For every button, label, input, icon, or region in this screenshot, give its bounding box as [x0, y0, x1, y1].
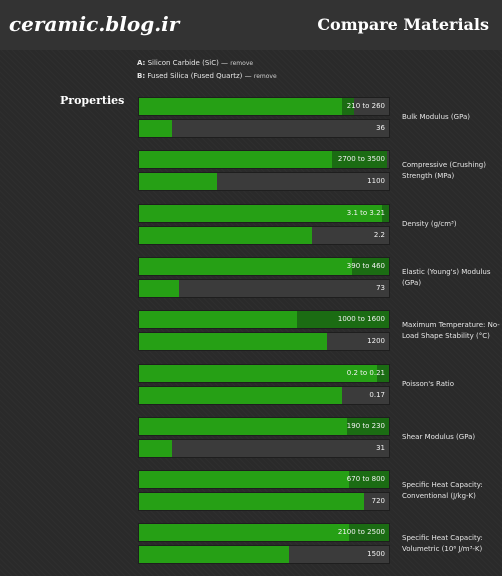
property-label-bulk-modulus-gpa[interactable]: Bulk Modulus (GPa) — [402, 113, 471, 121]
material-a-separator: — — [218, 59, 231, 67]
bar-a-compressive-crushing-strength-mpa: 2700 to 3500 — [138, 150, 390, 169]
property-label-density-g-cm[interactable]: Density (g/cm³) — [402, 220, 457, 228]
material-a-remove-link[interactable]: remove — [230, 60, 254, 67]
bar-a-compressive-crushing-strength-mpa-value-fill — [139, 151, 332, 168]
bar-b-specific-heat-capacity-volumetric-10-j-m-k-value-fill — [139, 546, 289, 563]
header-bar: ceramic.blog.ir Compare Materials — [0, 0, 502, 50]
bar-b-density-g-cm-value-fill — [139, 227, 312, 244]
bar-b-specific-heat-capacity-conventional-j-kg-k-value: 720 — [371, 497, 385, 505]
bar-b-bulk-modulus-gpa-value-fill — [139, 120, 172, 137]
bar-a-maximum-temperature-no-load-shape-stability-c-value-fill — [139, 311, 297, 328]
bar-b-maximum-temperature-no-load-shape-stability-c-value: 1200 — [367, 337, 385, 345]
property-label-compressive-crushing-strength-mpa[interactable]: Compressive (Crushing) Strength (MPa) — [402, 161, 486, 180]
bar-b-poisson-s-ratio: 0.17 — [138, 386, 390, 405]
bar-a-bulk-modulus-gpa-value-fill — [139, 98, 342, 115]
bar-a-poisson-s-ratio: 0.2 to 0.21 — [138, 364, 390, 383]
bar-b-compressive-crushing-strength-mpa: 1100 — [138, 172, 390, 191]
material-a-name: Silicon Carbide (SiC) — [147, 59, 219, 67]
site-logo[interactable]: ceramic.blog.ir — [9, 12, 180, 36]
bar-a-maximum-temperature-no-load-shape-stability-c-value: 1000 to 1600 — [337, 315, 385, 323]
property-label-poisson-s-ratio[interactable]: Poisson's Ratio — [402, 380, 454, 388]
bar-b-compressive-crushing-strength-mpa-value: 1100 — [367, 177, 385, 185]
bar-a-specific-heat-capacity-conventional-j-kg-k-value: 670 to 800 — [346, 475, 385, 483]
property-label-maximum-temperature-no-load-shape-stability-c[interactable]: Maximum Temperature: No-Load Shape Stabi… — [402, 321, 500, 340]
properties-heading: Properties — [60, 94, 125, 107]
property-label-specific-heat-capacity-conventional-j-kg-k[interactable]: Specific Heat Capacity: Conventional (J/… — [402, 481, 483, 500]
bar-b-shear-modulus-gpa-value: 31 — [376, 444, 385, 452]
bar-a-shear-modulus-gpa-value-fill — [139, 418, 347, 435]
bar-a-elastic-young-s-modulus-gpa: 390 to 460 — [138, 257, 390, 276]
bar-a-elastic-young-s-modulus-gpa-value: 390 to 460 — [346, 262, 385, 270]
material-b-separator: — — [242, 72, 254, 80]
bar-b-specific-heat-capacity-conventional-j-kg-k: 720 — [138, 492, 390, 511]
bar-a-elastic-young-s-modulus-gpa-value-fill — [139, 258, 352, 275]
bar-b-maximum-temperature-no-load-shape-stability-c-value-fill — [139, 333, 327, 350]
property-label-shear-modulus-gpa[interactable]: Shear Modulus (GPa) — [402, 433, 476, 441]
bar-a-shear-modulus-gpa-value: 190 to 230 — [346, 422, 385, 430]
bar-b-elastic-young-s-modulus-gpa-value: 73 — [376, 284, 385, 292]
bar-b-elastic-young-s-modulus-gpa-value-fill — [139, 280, 179, 297]
bar-b-shear-modulus-gpa-value-fill — [139, 440, 172, 457]
bar-a-shear-modulus-gpa: 190 to 230 — [138, 417, 390, 436]
material-b-name: Fused Silica (Fused Quartz) — [147, 72, 243, 80]
bar-b-poisson-s-ratio-value: 0.17 — [369, 391, 385, 399]
bar-a-specific-heat-capacity-conventional-j-kg-k: 670 to 800 — [138, 470, 390, 489]
bar-a-bulk-modulus-gpa: 210 to 260 — [138, 97, 390, 116]
bar-a-compressive-crushing-strength-mpa-value: 2700 to 3500 — [337, 155, 385, 163]
material-a-key: A: — [137, 59, 146, 67]
material-b-line: B: Fused Silica (Fused Quartz) — remove — [137, 71, 277, 82]
bar-a-density-g-cm-value: 3.1 to 3.21 — [346, 209, 385, 217]
bar-a-specific-heat-capacity-conventional-j-kg-k-value-fill — [139, 471, 349, 488]
bar-a-density-g-cm-value-fill — [139, 205, 382, 222]
bar-b-density-g-cm: 2.2 — [138, 226, 390, 245]
bar-b-bulk-modulus-gpa-value: 36 — [376, 124, 385, 132]
material-a-line: A: Silicon Carbide (SiC) — remove — [137, 58, 253, 69]
bar-b-elastic-young-s-modulus-gpa: 73 — [138, 279, 390, 298]
bar-a-specific-heat-capacity-volumetric-10-j-m-k-value: 2100 to 2500 — [337, 528, 385, 536]
bar-b-specific-heat-capacity-volumetric-10-j-m-k-value: 1500 — [367, 550, 385, 558]
bar-b-maximum-temperature-no-load-shape-stability-c: 1200 — [138, 332, 390, 351]
property-label-specific-heat-capacity-volumetric-10-j-m-k[interactable]: Specific Heat Capacity: Volumetric (10⁶ … — [402, 534, 483, 553]
bar-b-compressive-crushing-strength-mpa-value-fill — [139, 173, 217, 190]
bar-a-poisson-s-ratio-value-fill — [139, 365, 377, 382]
material-b-remove-link[interactable]: remove — [253, 73, 277, 80]
page-title: Compare Materials — [317, 15, 489, 34]
material-b-key: B: — [137, 72, 146, 80]
bar-b-poisson-s-ratio-value-fill — [139, 387, 342, 404]
bar-a-specific-heat-capacity-volumetric-10-j-m-k: 2100 to 2500 — [138, 523, 390, 542]
bar-a-bulk-modulus-gpa-value: 210 to 260 — [346, 102, 385, 110]
bar-b-specific-heat-capacity-volumetric-10-j-m-k: 1500 — [138, 545, 390, 564]
bar-a-density-g-cm: 3.1 to 3.21 — [138, 204, 390, 223]
property-label-elastic-young-s-modulus-gpa[interactable]: Elastic (Young's) Modulus (GPa) — [402, 268, 491, 287]
bar-a-poisson-s-ratio-value: 0.2 to 0.21 — [346, 369, 385, 377]
bar-b-specific-heat-capacity-conventional-j-kg-k-value-fill — [139, 493, 364, 510]
bar-b-shear-modulus-gpa: 31 — [138, 439, 390, 458]
bar-b-density-g-cm-value: 2.2 — [373, 231, 385, 239]
bar-a-specific-heat-capacity-volumetric-10-j-m-k-value-fill — [139, 524, 349, 541]
bar-b-bulk-modulus-gpa: 36 — [138, 119, 390, 138]
bar-a-maximum-temperature-no-load-shape-stability-c: 1000 to 1600 — [138, 310, 390, 329]
